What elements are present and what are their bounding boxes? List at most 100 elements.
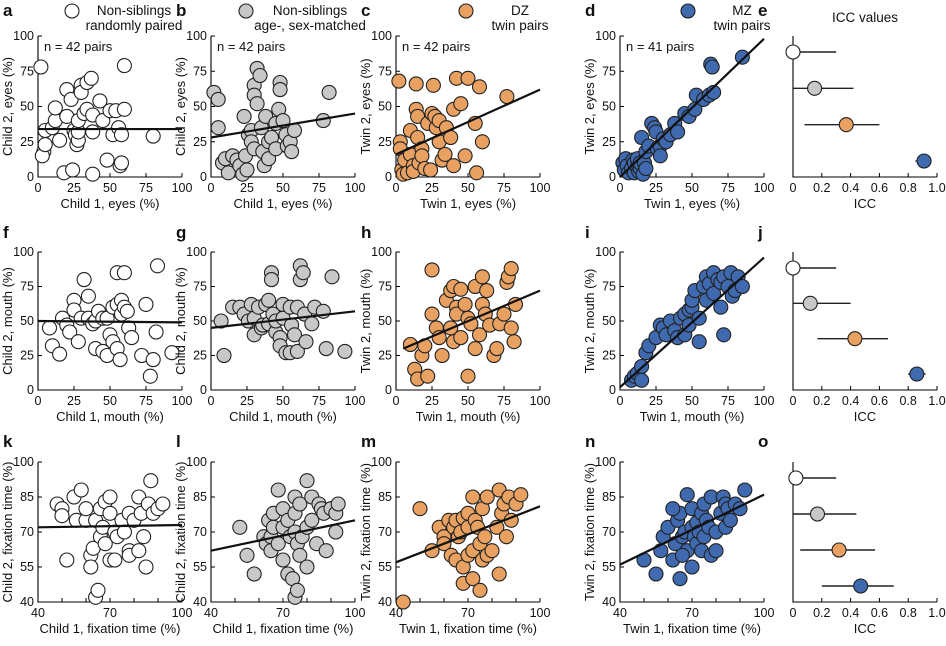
scatter-point [41,320,58,336]
x-tick-label: 50 [103,181,117,195]
x-tick-label: 25 [240,394,254,408]
scatter-point [304,316,320,332]
scatter-point [102,505,118,521]
scatter-point [249,96,265,112]
scatter-point [47,100,63,116]
y-tick-label: 25 [20,135,34,149]
scatter-point [155,496,171,512]
scatter-point [263,272,280,288]
x-tick-label: 0 [790,394,797,408]
x-tick-label: 70 [461,606,475,620]
panel-letter-c: c [361,1,370,20]
y-axis-label: Child 2, mouth (%) [0,267,15,375]
y-tick-label: 85 [20,490,34,504]
y-tick-label: 75 [20,280,34,294]
x-tick-label: 100 [754,394,775,408]
scatter-point [424,262,440,278]
x-tick-label: 75 [721,181,735,195]
scatter-point [424,306,440,322]
sample-size-annotation: n = 41 pairs [626,39,695,54]
x-tick-label: 50 [685,394,699,408]
y-tick-label: 50 [20,100,34,114]
scatter-point [479,283,495,299]
legend-label-line1: Non-siblings [273,3,348,18]
scatter-point [679,487,695,503]
scatter-point [116,101,132,117]
x-axis-label: Child 1, mouth (%) [229,409,337,424]
scatter-point [489,341,505,357]
panel-letter-i: i [585,223,590,242]
scatter-point [295,265,311,281]
x-tick-label: 0 [393,394,400,408]
panel-letter-a: a [3,1,13,20]
y-tick-label: 100 [371,29,392,43]
x-tick-label: 0 [790,606,797,620]
panel-g: g 0 25 50 75 100 0 25 50 75 100 Child 1, mouth (%) C… [173,223,365,424]
x-tick-label: 0 [617,181,624,195]
y-tick-label: 75 [193,64,207,78]
scatter-point [216,347,232,364]
x-tick-label: 40 [204,606,218,620]
scatter-point [246,566,262,582]
y-tick-label: 0 [27,383,34,397]
scatter-point [412,501,428,517]
panel-h: h 0 25 50 75 100 0 25 50 75 100 Twin 1, mouth (%) Tw… [358,223,550,424]
y-tick-label: 40 [20,595,34,609]
x-tick-label: 100 [172,394,193,408]
x-tick-label: 70 [685,606,699,620]
scatter-point [210,120,226,136]
scatter-point [465,489,481,505]
x-tick-label: 50 [276,181,290,195]
scatter-point [33,59,49,75]
panel-letter-e: e [758,1,767,20]
panel-letter-l: l [176,432,181,451]
scatter-point [684,559,700,575]
scatter-point [691,310,707,326]
scatter-point [145,128,161,144]
y-tick-label: 25 [378,135,392,149]
regression-line [402,289,541,350]
scatter-point [213,313,229,329]
sample-size-annotation: n = 42 pairs [217,39,286,54]
legend-label-line1: DZ [511,3,529,18]
scatter-point [85,166,101,182]
scatter-point [513,487,529,503]
legend-label-line2: twin pairs [713,18,770,33]
scatter-point [672,571,688,587]
scatter-point [716,327,732,343]
x-tick-label: 50 [461,181,475,195]
legend-label-line2: twin pairs [491,18,548,33]
scatter-point [498,529,514,545]
x-tick-label: 75 [497,394,511,408]
panel-letter-b: b [176,1,186,20]
y-tick-label: 25 [193,135,207,149]
scatter-point [453,96,469,112]
scatter-point [145,352,161,368]
y-axis-label: Twin 2, mouth (%) [358,269,373,374]
scatter-point [289,343,305,359]
scatter-point [324,269,340,285]
scatter-point [232,519,248,535]
scatter-point [289,582,305,598]
x-axis-label: Twin 1, eyes (%) [644,196,740,211]
x-tick-label: 0 [35,394,42,408]
scatter-point [52,346,68,362]
y-tick-label: 75 [378,64,392,78]
x-tick-label: 0 [617,394,624,408]
scatter-point [321,84,337,100]
x-tick-label: 0.8 [900,181,917,195]
panel-letter-n: n [585,432,595,451]
scatter-point [78,501,94,517]
sample-size-annotation: n = 42 pairs [44,39,113,54]
y-tick-label: 50 [602,100,616,114]
x-tick-label: 75 [312,394,326,408]
x-tick-label: 25 [425,394,439,408]
y-axis-label: Child 2, fixation time (%) [173,462,188,603]
scatter-point [304,512,320,528]
y-tick-label: 50 [193,100,207,114]
scatter-point [236,108,252,124]
y-tick-label: 100 [595,245,616,259]
y-tick-label: 25 [602,349,616,363]
